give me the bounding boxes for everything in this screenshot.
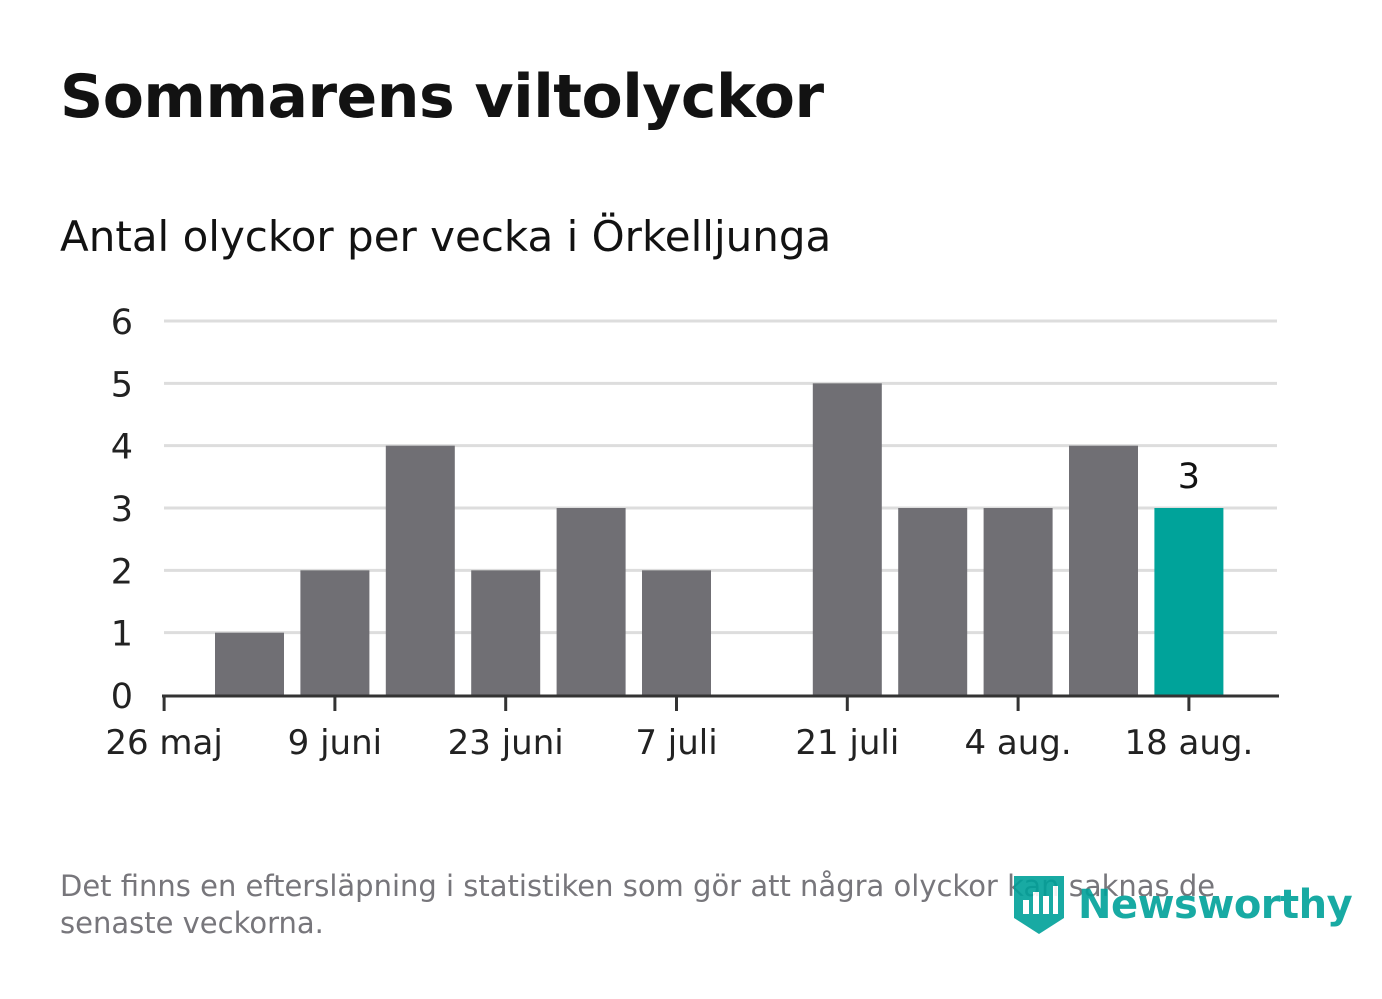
x-tick-label: 26 maj	[105, 723, 222, 763]
chart-subtitle: Antal olyckor per vecka i Örkelljunga	[60, 212, 832, 261]
bar	[898, 508, 968, 695]
y-tick-label: 3	[111, 490, 133, 530]
axes	[162, 694, 1279, 711]
y-tick-label: 6	[111, 303, 133, 343]
x-tick-label: 21 juli	[795, 723, 899, 763]
labels: 0 1 2 3 4 5 6 3 26 maj 9 juni 23 juni 7 juli 21 juli…	[105, 303, 1253, 763]
x-tick-label: 23 juni	[448, 723, 564, 763]
bar	[556, 508, 626, 695]
bar	[385, 445, 455, 695]
bar	[215, 632, 284, 695]
y-tick-label: 5	[111, 365, 133, 405]
bar	[642, 570, 711, 695]
logo-text: Newsworthy	[1078, 882, 1353, 928]
y-tick-label: 1	[111, 615, 133, 655]
x-tick-label: 7 juli	[635, 723, 717, 763]
y-tick-label: 4	[111, 428, 133, 468]
x-tick-label: 9 juni	[288, 723, 382, 763]
x-tick-label: 4 aug.	[964, 723, 1071, 763]
bar	[471, 570, 541, 695]
y-tick-label: 0	[111, 677, 133, 717]
bar	[1069, 445, 1138, 695]
bar	[983, 508, 1053, 695]
y-tick-label: 2	[111, 552, 133, 592]
chart-title: Sommarens viltolyckor	[60, 62, 824, 132]
bar-value-label: 3	[1178, 457, 1200, 497]
bars	[215, 383, 1224, 695]
bar-highlight	[1154, 508, 1224, 695]
bar	[300, 570, 370, 695]
bar	[812, 383, 882, 695]
newsworthy-logo: Newsworthy	[1010, 872, 1353, 938]
x-tick-label: 18 aug.	[1124, 723, 1253, 763]
bar-chart-badge-icon	[1014, 876, 1064, 934]
